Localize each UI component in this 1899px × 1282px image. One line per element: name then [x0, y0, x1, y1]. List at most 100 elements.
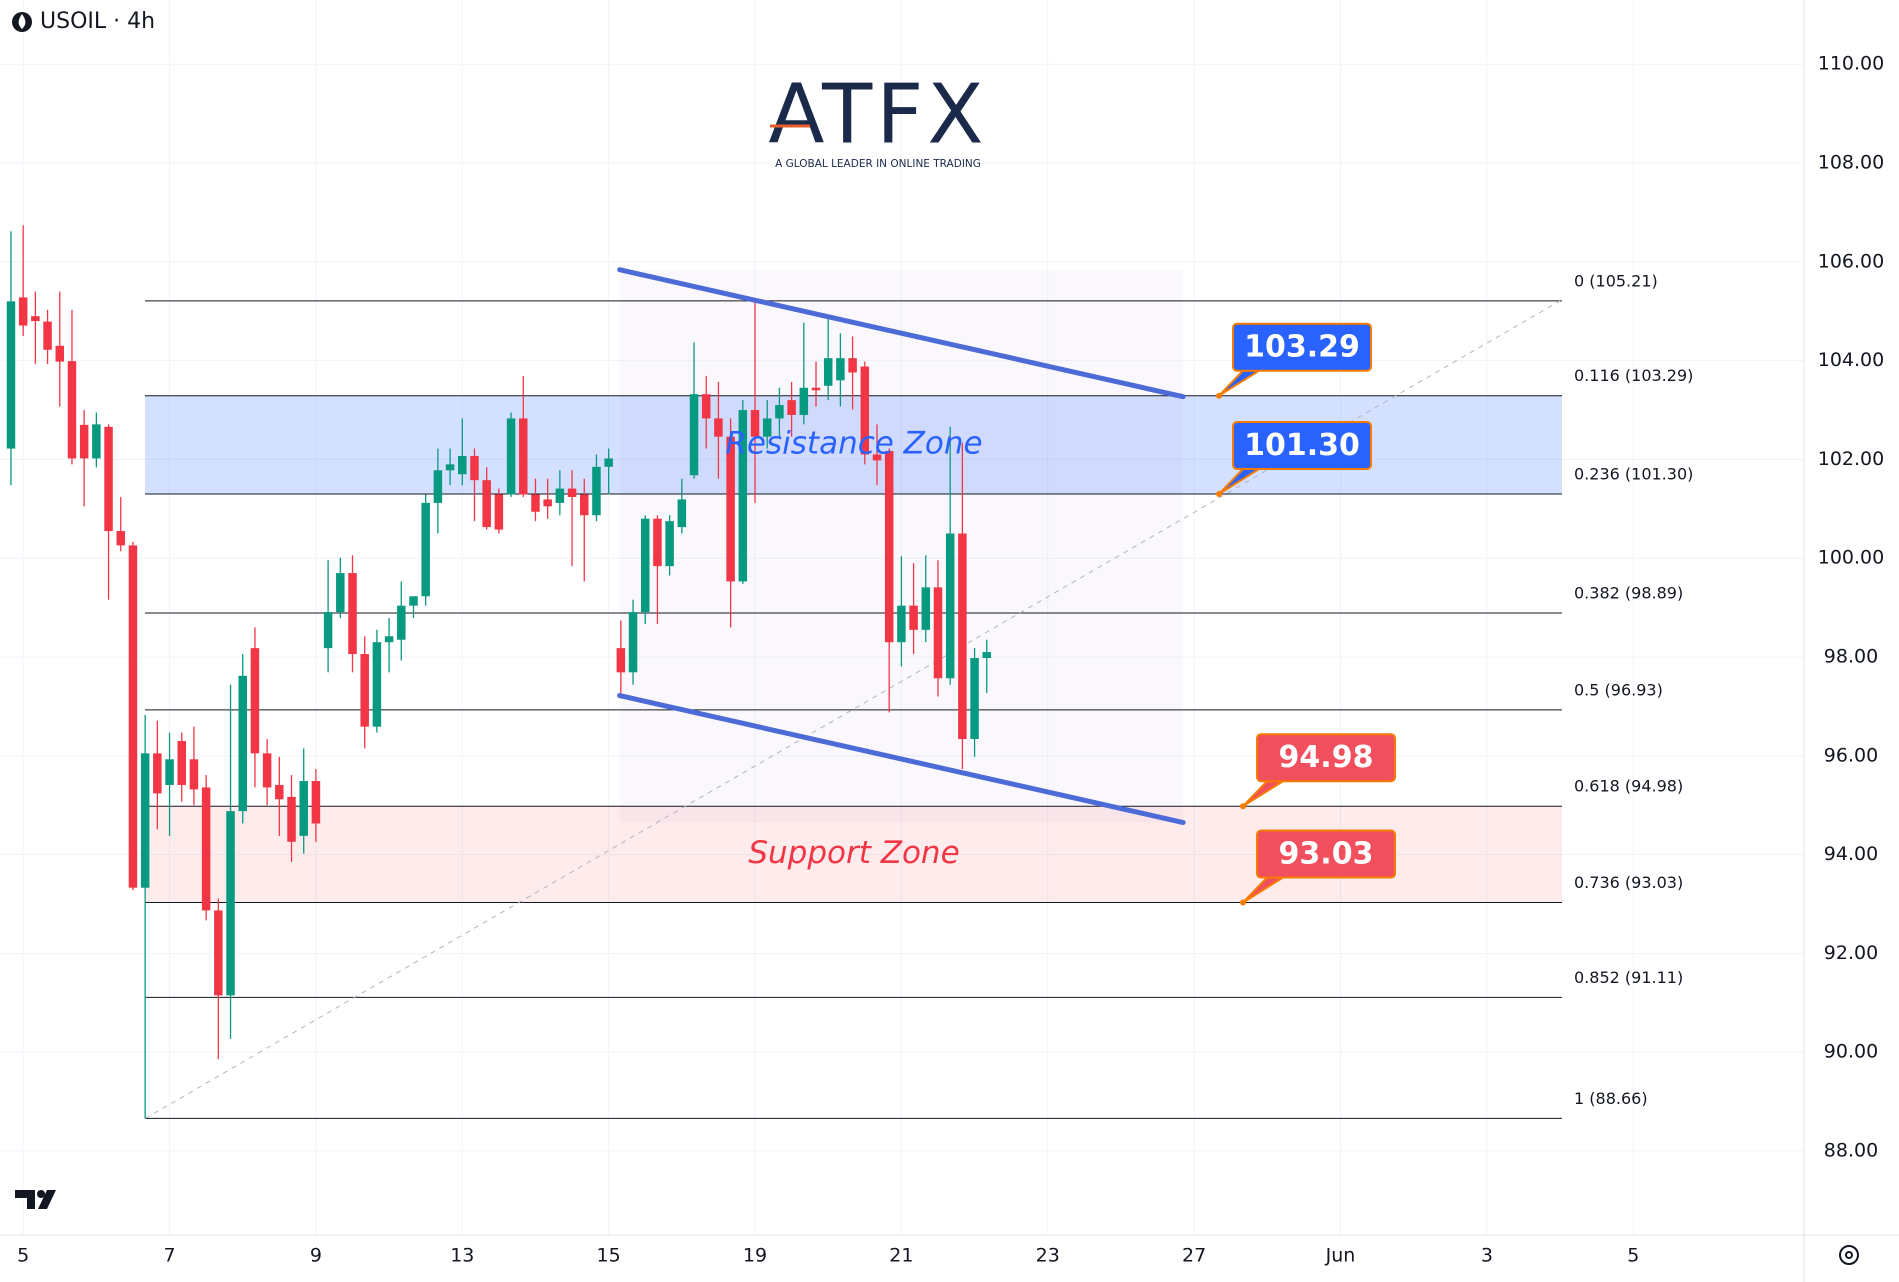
- candle-body: [677, 499, 687, 528]
- x-tick-label: 21: [889, 1245, 913, 1267]
- candle-body: [55, 345, 65, 362]
- candle-body: [397, 605, 406, 640]
- candle-body: [567, 488, 577, 497]
- x-tick-label: 13: [450, 1245, 474, 1267]
- candle-body: [494, 494, 504, 530]
- candle-body: [275, 784, 284, 800]
- fib-label: 1 (88.66): [1574, 1089, 1648, 1108]
- candle-body: [823, 358, 833, 386]
- candle-body: [92, 424, 101, 459]
- callout-anchor: [1216, 392, 1222, 399]
- candle-body: [201, 787, 211, 911]
- candle-body: [848, 358, 857, 373]
- fib-label: 0.236 (101.30): [1574, 465, 1693, 484]
- candle-body: [933, 587, 943, 679]
- candle-body: [604, 458, 613, 467]
- x-tick-label: 5: [1627, 1245, 1639, 1267]
- candle-body: [445, 464, 455, 471]
- candle-body: [592, 466, 601, 516]
- candle-body: [384, 636, 394, 643]
- candle-body: [67, 361, 77, 459]
- candle-body: [433, 470, 443, 503]
- callout-anchor: [1240, 803, 1246, 810]
- candle-body: [79, 424, 89, 459]
- candle-body: [665, 521, 674, 567]
- candle-body: [372, 642, 382, 727]
- callout-anchor: [1216, 491, 1222, 497]
- candle-body: [189, 759, 199, 790]
- candle-body: [226, 811, 235, 996]
- candle-body: [970, 658, 979, 740]
- callout-box: [1256, 829, 1396, 879]
- fib-label: 0.852 (91.11): [1574, 968, 1683, 987]
- fib-label: 0.618 (94.98): [1574, 777, 1683, 796]
- zone-label: Resistance Zone: [725, 425, 982, 461]
- channel-shade: [620, 270, 1184, 823]
- candle-body: [958, 533, 967, 740]
- candle-body: [628, 612, 638, 673]
- candle-body: [519, 418, 528, 495]
- settings-icon[interactable]: [1839, 1245, 1859, 1265]
- y-tick-label: 94.00: [1824, 843, 1878, 865]
- symbol-title: USOIL · 4h: [40, 9, 155, 34]
- candle-body: [689, 394, 699, 476]
- candle-body: [738, 410, 748, 582]
- candle-body: [762, 418, 772, 437]
- candle-body: [872, 454, 882, 461]
- candle-body: [458, 455, 467, 475]
- x-tick-label: 15: [597, 1245, 621, 1267]
- y-tick-label: 90.00: [1824, 1041, 1878, 1063]
- callout-label: 103.29: [1244, 330, 1360, 365]
- x-tick-label: 7: [163, 1245, 175, 1267]
- candle-body: [482, 480, 491, 528]
- fib-label: 0 (105.21): [1574, 271, 1658, 290]
- candle-body: [262, 753, 272, 788]
- fib-label: 0.736 (93.03): [1574, 873, 1683, 892]
- candle-body: [336, 573, 345, 613]
- trendline: [617, 267, 1186, 400]
- fib-label: 0.5 (96.93): [1574, 680, 1663, 699]
- callout-box: [1232, 322, 1372, 372]
- candle-body: [555, 488, 565, 503]
- tv-mark: [15, 1190, 56, 1209]
- candle-body: [470, 455, 479, 481]
- candle-body: [921, 587, 931, 630]
- callout-box: [1232, 421, 1372, 470]
- callout-label: 94.98: [1279, 740, 1374, 775]
- candle-body: [653, 518, 662, 567]
- candle-body: [43, 321, 52, 350]
- x-tick-label: 19: [743, 1245, 767, 1267]
- candle-body: [531, 494, 540, 512]
- y-tick-label: 98.00: [1824, 646, 1878, 668]
- y-tick-label: 104.00: [1818, 349, 1884, 371]
- candle-body: [287, 796, 296, 842]
- zone-label: Support Zone: [748, 835, 959, 871]
- callout-label: 93.03: [1279, 837, 1374, 872]
- callout-anchor: [1240, 899, 1246, 906]
- candle-body: [714, 418, 723, 437]
- candle-body: [140, 753, 150, 888]
- settings-icon-center[interactable]: [1845, 1251, 1853, 1259]
- candle-body: [104, 426, 113, 532]
- candle-body: [177, 741, 186, 785]
- candle-body: [701, 394, 711, 419]
- fib-label: 0.116 (103.29): [1574, 366, 1693, 385]
- candle-body: [580, 494, 589, 516]
- candle-body: [799, 387, 809, 415]
- candle-body: [348, 573, 357, 655]
- logo-title: ATFX: [768, 67, 987, 162]
- x-tick-label: 9: [310, 1245, 322, 1267]
- symbol-icon-drop: [18, 14, 26, 29]
- x-tick-label: 23: [1036, 1245, 1060, 1267]
- candle-body: [165, 759, 174, 785]
- candle-body: [31, 316, 40, 322]
- candle-body: [18, 297, 28, 326]
- candle-body: [6, 301, 16, 449]
- tradingview-logo: [15, 1190, 56, 1209]
- y-tick-label: 96.00: [1824, 744, 1878, 766]
- candle-body: [945, 533, 955, 679]
- y-tick-label: 92.00: [1824, 942, 1878, 964]
- logo-tagline: A GLOBAL LEADER IN ONLINE TRADING: [775, 158, 981, 170]
- candle-body: [153, 753, 162, 794]
- candle-body: [323, 612, 333, 649]
